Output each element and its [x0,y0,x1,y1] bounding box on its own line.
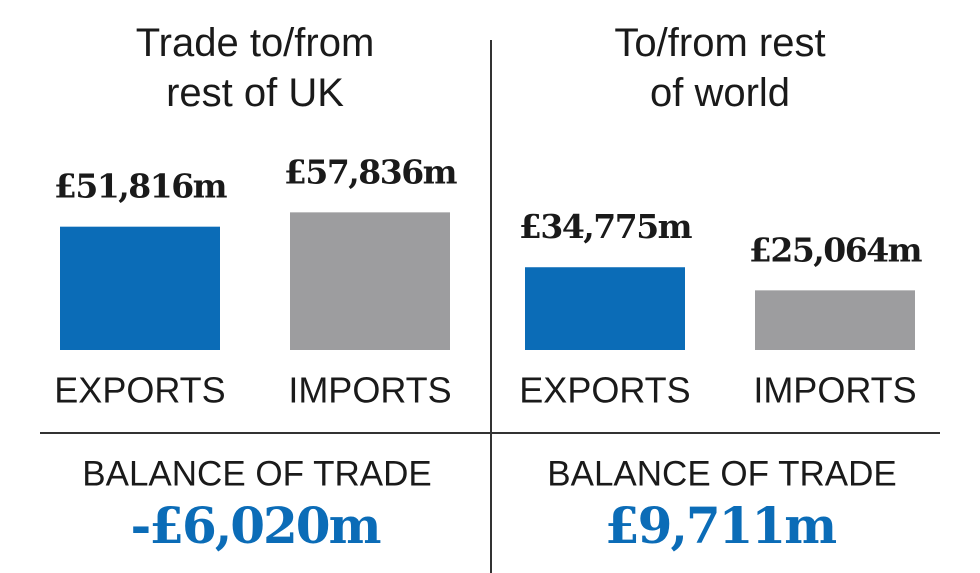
value-label: £51,816m [54,167,228,206]
balance-value: £9,711m [605,496,836,555]
panel-title: Trade to/from rest of UK [135,21,375,115]
balance-title: BALANCE OF TRADE [82,454,431,493]
value-label: £34,775m [519,207,693,246]
value-label: £25,064m [749,230,923,269]
balance-value: -£6,020m [130,496,380,555]
category-label: IMPORTS [288,370,451,411]
bar [755,290,915,350]
category-label: EXPORTS [54,370,225,411]
value-label: £57,836m [284,152,458,191]
bar [290,212,450,350]
bar [60,226,220,350]
bar [525,267,685,350]
panel-title: To/from rest of world [614,21,826,115]
category-label: IMPORTS [753,370,916,411]
balance-title: BALANCE OF TRADE [547,454,896,493]
category-label: EXPORTS [519,370,690,411]
